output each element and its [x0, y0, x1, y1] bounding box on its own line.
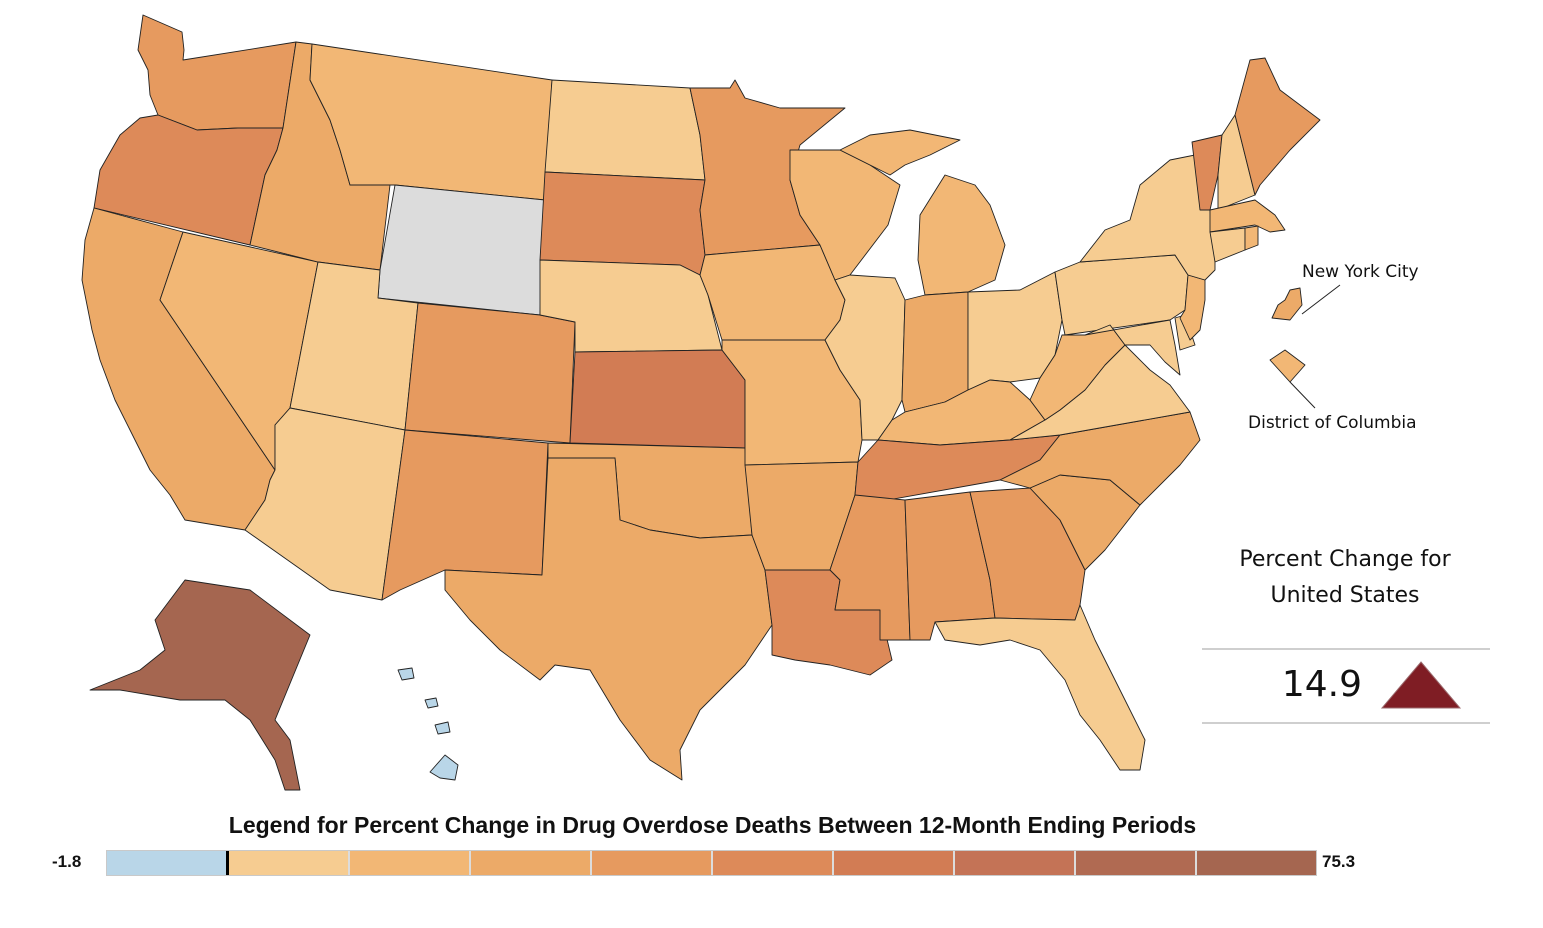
state-illinois[interactable]: [824, 274, 906, 441]
summary-title-line1: Percent Change for: [1239, 547, 1451, 572]
state-vermont[interactable]: [1191, 134, 1223, 211]
legend-bin: [1076, 851, 1197, 875]
state-south-dakota[interactable]: [539, 171, 706, 276]
state-washington[interactable]: [137, 14, 297, 131]
summary-title: Percent Change for United States: [1200, 542, 1490, 614]
legend-bin: [107, 851, 229, 875]
state-texas[interactable]: [444, 457, 773, 781]
state-hawaii-islands[interactable]: [397, 667, 451, 735]
summary-value: 14.9: [1281, 664, 1362, 705]
dc-label: District of Columbia: [1248, 413, 1417, 433]
legend-max-label: 75.3: [1322, 852, 1356, 871]
state-alaska[interactable]: [89, 579, 311, 791]
inset-new-york-city[interactable]: [1271, 287, 1303, 321]
inset-district-of-columbia[interactable]: [1269, 349, 1306, 383]
state-north-dakota[interactable]: [544, 79, 706, 181]
state-rhode-island[interactable]: [1244, 225, 1259, 251]
legend-bin: [592, 851, 713, 875]
legend-bin: [713, 851, 834, 875]
legend-min-label: -1.8: [52, 852, 82, 871]
state-florida[interactable]: [934, 604, 1146, 771]
state-hawaii[interactable]: [429, 754, 459, 781]
nyc-callout-line: [1301, 284, 1341, 315]
state-michigan-upper[interactable]: [839, 129, 961, 176]
up-triangle-icon: [1380, 661, 1462, 709]
state-connecticut[interactable]: [1209, 227, 1246, 263]
state-indiana[interactable]: [901, 291, 969, 413]
legend-bin: [229, 851, 350, 875]
summary-box: 14.9: [1202, 648, 1490, 724]
state-iowa[interactable]: [699, 244, 846, 341]
summary-title-line2: United States: [1270, 583, 1420, 608]
state-michigan[interactable]: [917, 174, 1006, 296]
state-wyoming[interactable]: [377, 184, 546, 316]
dc-callout-line: [1289, 381, 1316, 409]
legend-bin: [1197, 851, 1316, 875]
state-maine[interactable]: [1234, 57, 1321, 196]
state-new-jersey[interactable]: [1179, 274, 1206, 341]
state-kansas[interactable]: [569, 349, 746, 449]
legend-color-bar: [106, 850, 1317, 876]
state-maryland[interactable]: [1084, 319, 1181, 376]
legend-bin: [955, 851, 1076, 875]
legend-bin: [350, 851, 471, 875]
legend-bin: [471, 851, 592, 875]
nyc-label: New York City: [1302, 262, 1419, 282]
state-north-carolina[interactable]: [999, 411, 1201, 506]
state-colorado[interactable]: [404, 302, 576, 444]
legend-title: Legend for Percent Change in Drug Overdo…: [228, 812, 1197, 838]
legend-bin: [834, 851, 955, 875]
